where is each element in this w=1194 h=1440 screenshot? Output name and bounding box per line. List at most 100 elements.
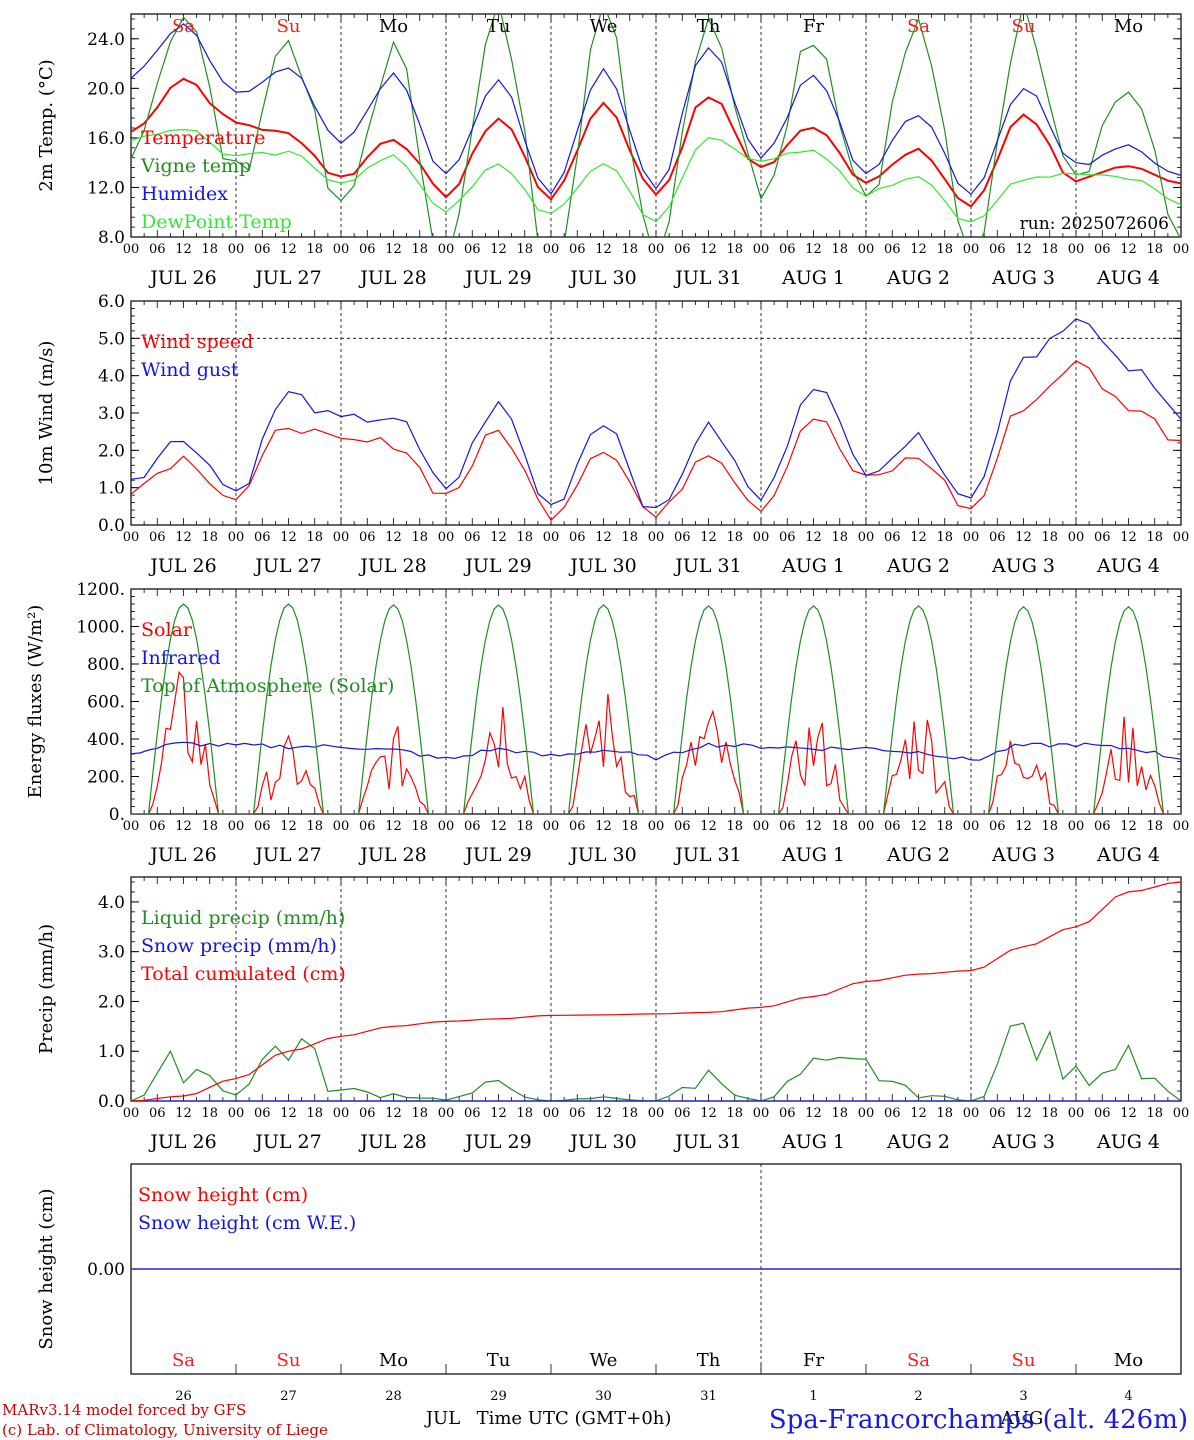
x-date-label: AUG 4 — [1096, 1131, 1160, 1153]
plot-frame — [130, 13, 1182, 238]
x-hour-label: 00 — [963, 819, 980, 834]
x-hour-label: 12 — [175, 819, 192, 834]
x-hour-label: 00 — [648, 530, 665, 545]
legend-entry: Snow precip (mm/h) — [141, 935, 337, 957]
x-hour-label: 12 — [1120, 242, 1137, 257]
x-hour-label: 12 — [700, 1106, 717, 1121]
day-of-week-label: Fr — [803, 16, 824, 37]
day-of-week-label: Su — [277, 16, 301, 37]
x-day-number: 2 — [914, 1389, 922, 1404]
x-hour-label: 06 — [254, 242, 271, 257]
x-hour-label: 06 — [1094, 242, 1111, 257]
x-day-number: 4 — [1124, 1389, 1132, 1404]
x-hour-label: 18 — [201, 242, 218, 257]
x-hour-label: 00 — [123, 819, 140, 834]
x-date-label: JUL 31 — [673, 267, 741, 289]
y-tick-label: 1.0 — [98, 1042, 125, 1062]
day-of-week-label: Tu — [487, 1350, 511, 1371]
x-day-number: 26 — [175, 1389, 192, 1404]
day-of-week-label: Mo — [379, 1350, 408, 1371]
x-hour-label: 00 — [858, 819, 875, 834]
legend-entry: Liquid precip (mm/h) — [141, 907, 345, 929]
x-hour-label: 12 — [910, 819, 927, 834]
x-date-label: JUL 29 — [463, 844, 531, 866]
x-hour-label: 18 — [726, 530, 743, 545]
x-hour-label: 00 — [543, 242, 560, 257]
x-hour-label: 06 — [1094, 1106, 1111, 1121]
y-tick-label: 3.0 — [98, 943, 125, 963]
y-tick-label: 0.00 — [87, 1260, 125, 1280]
y-tick-label: 8.0 — [98, 228, 125, 248]
panel-2: 0.0 1.0 2.0 3.0 4.0 5.0 6.0 10m Wind (m/s) 00 06 1… — [36, 292, 1189, 577]
legend-entry: Wind gust — [141, 359, 239, 381]
x-hour-label: 06 — [569, 530, 586, 545]
x-hour-label: 12 — [700, 819, 717, 834]
x-hour-label: 12 — [1015, 530, 1032, 545]
x-hour-label: 00 — [228, 1106, 245, 1121]
day-of-week-label: Sa — [907, 1350, 930, 1371]
day-of-week-label: Mo — [379, 16, 408, 37]
series-line-0 — [131, 77, 1181, 208]
x-hour-label: 00 — [438, 1106, 455, 1121]
x-hour-label: 12 — [595, 530, 612, 545]
series-line-2 — [131, 603, 1181, 814]
x-date-label: JUL 29 — [463, 267, 531, 289]
legend-entry: Wind speed — [141, 331, 253, 353]
x-hour-label: 12 — [385, 242, 402, 257]
x-hour-label: 12 — [490, 242, 507, 257]
x-hour-label: 00 — [438, 819, 455, 834]
x-hour-label: 12 — [175, 242, 192, 257]
legend-entry: Vigne temp — [140, 155, 251, 177]
x-date-label: JUL 26 — [148, 1131, 216, 1153]
legend-entry: Snow height (cm W.E.) — [138, 1212, 356, 1234]
x-date-label: JUL 30 — [568, 555, 636, 577]
x-hour-label: 00 — [1173, 530, 1190, 545]
x-date-label: AUG 4 — [1096, 555, 1160, 577]
x-hour-label: 00 — [438, 530, 455, 545]
legend-entry: Temperature — [141, 127, 265, 149]
x-hour-label: 12 — [910, 1106, 927, 1121]
x-day-number: 1 — [809, 1389, 817, 1404]
panel-1: 8.0 12.0 16.0 20.0 24.0 2m Temp. (°C) 00 06 12 18… — [36, 13, 1189, 289]
x-hour-label: 06 — [464, 530, 481, 545]
x-hour-label: 06 — [149, 530, 166, 545]
x-hour-label: 06 — [884, 819, 901, 834]
x-hour-label: 00 — [123, 1106, 140, 1121]
x-hour-label: 06 — [674, 1106, 691, 1121]
x-hour-label: 12 — [595, 819, 612, 834]
x-hour-label: 00 — [1173, 1106, 1190, 1121]
run-annotation: run: 2025072606 — [1020, 214, 1169, 234]
x-hour-label: 18 — [306, 242, 323, 257]
x-hour-label: 00 — [333, 1106, 350, 1121]
y-tick-label: 1.0 — [98, 479, 125, 499]
x-hour-label: 00 — [1173, 819, 1190, 834]
x-hour-label: 12 — [1120, 530, 1137, 545]
x-hour-label: 00 — [228, 530, 245, 545]
x-hour-label: 18 — [1146, 530, 1163, 545]
x-hour-label: 18 — [1041, 1106, 1058, 1121]
y-axis-title: 10m Wind (m/s) — [36, 341, 57, 486]
x-hour-label: 06 — [149, 242, 166, 257]
footer-model: MARv3.14 model forced by GFS — [2, 1401, 246, 1419]
x-hour-label: 12 — [805, 819, 822, 834]
x-hour-label: 00 — [1068, 530, 1085, 545]
day-of-week-label: Su — [1012, 16, 1036, 37]
x-date-label: JUL 26 — [148, 267, 216, 289]
y-axis-title: Snow height (cm) — [36, 1188, 57, 1349]
x-hour-label: 12 — [700, 530, 717, 545]
x-date-label: JUL 28 — [358, 267, 426, 289]
x-date-label: JUL 27 — [253, 555, 321, 577]
x-hour-label: 00 — [228, 242, 245, 257]
x-hour-label: 06 — [779, 530, 796, 545]
x-date-label: AUG 2 — [886, 1131, 950, 1153]
x-hour-label: 18 — [516, 242, 533, 257]
x-hour-label: 18 — [726, 819, 743, 834]
x-hour-label: 06 — [884, 530, 901, 545]
x-hour-label: 18 — [516, 819, 533, 834]
day-of-week-label: Th — [697, 1350, 721, 1371]
x-hour-label: 18 — [831, 242, 848, 257]
x-hour-label: 18 — [831, 1106, 848, 1121]
day-of-week-label: Th — [697, 16, 721, 37]
x-hour-label: 18 — [726, 242, 743, 257]
x-hour-label: 12 — [1015, 819, 1032, 834]
